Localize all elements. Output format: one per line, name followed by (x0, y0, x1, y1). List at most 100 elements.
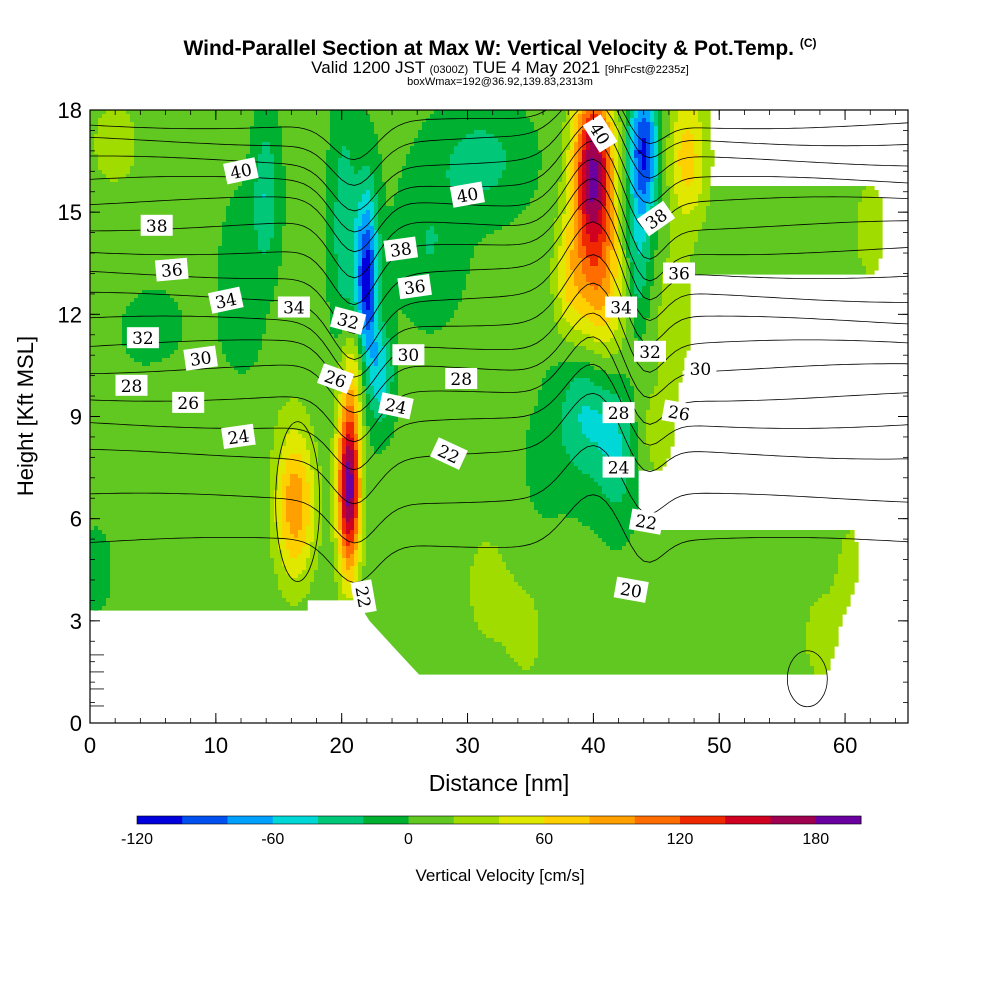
velocity-cell (582, 242, 603, 247)
velocity-cell (618, 318, 627, 323)
velocity-cell (334, 534, 339, 539)
velocity-cell (354, 558, 359, 563)
velocity-cell (614, 182, 619, 187)
velocity-cell (570, 222, 575, 227)
velocity-cell (646, 146, 651, 151)
velocity-cell (618, 142, 623, 147)
velocity-cell (318, 554, 335, 559)
velocity-cell (374, 390, 387, 395)
velocity-cell (310, 518, 315, 523)
velocity-cell (282, 250, 327, 255)
velocity-cell (374, 334, 383, 339)
velocity-cell (90, 242, 223, 247)
velocity-cell (666, 166, 675, 171)
velocity-cell (690, 254, 859, 259)
velocity-cell (654, 202, 659, 207)
velocity-cell (274, 558, 283, 563)
velocity-cell (346, 438, 355, 443)
velocity-cell (566, 514, 639, 519)
velocity-cell (346, 402, 355, 407)
velocity-cell (346, 414, 355, 419)
velocity-cell (630, 162, 635, 167)
velocity-cell (322, 494, 331, 499)
velocity-cell (298, 574, 315, 579)
velocity-cell (614, 142, 619, 147)
velocity-cell (286, 214, 327, 219)
velocity-cell (650, 198, 655, 203)
velocity-cell (362, 414, 367, 419)
velocity-cell (858, 234, 883, 239)
velocity-cell (326, 218, 335, 223)
velocity-cell (566, 114, 571, 119)
velocity-cell (366, 538, 603, 543)
velocity-cell (842, 538, 855, 543)
velocity-cell (370, 374, 387, 379)
velocity-cell (558, 282, 567, 287)
velocity-cell (286, 442, 307, 447)
theta-label-text: 40 (455, 184, 480, 207)
theta-label-box (221, 423, 256, 450)
velocity-cell (582, 410, 599, 415)
velocity-cell (346, 362, 359, 367)
velocity-cell (362, 382, 367, 387)
velocity-cell (346, 470, 351, 475)
velocity-cell (598, 442, 623, 447)
velocity-cell (362, 538, 367, 543)
velocity-cell (362, 378, 367, 383)
velocity-cell (254, 222, 275, 227)
velocity-cell (698, 198, 711, 203)
velocity-cell (366, 326, 371, 331)
velocity-cell (674, 170, 683, 175)
velocity-cell (378, 198, 387, 203)
velocity-cell (362, 358, 367, 363)
velocity-cell (586, 274, 607, 279)
velocity-cell (566, 266, 571, 271)
velocity-cell (618, 134, 623, 139)
velocity-cell (570, 210, 575, 215)
velocity-cell (346, 574, 355, 579)
velocity-cell (574, 462, 611, 467)
velocity-cell (110, 574, 279, 579)
velocity-cell (630, 282, 635, 287)
velocity-cell (626, 194, 631, 199)
velocity-cell (358, 310, 363, 315)
velocity-cell (366, 318, 375, 323)
velocity-cell (382, 158, 407, 163)
velocity-cell (666, 162, 675, 167)
velocity-cell (558, 258, 567, 263)
velocity-cell (302, 478, 307, 483)
velocity-cell (366, 518, 579, 523)
velocity-cell (438, 238, 483, 243)
velocity-cell (334, 506, 339, 511)
velocity-cell (630, 226, 635, 231)
velocity-cell (98, 118, 131, 123)
velocity-cell (658, 146, 663, 151)
velocity-cell (622, 138, 627, 143)
velocity-cell (610, 182, 615, 187)
velocity-cell (346, 566, 351, 571)
velocity-cell (346, 426, 355, 431)
velocity-cell (362, 570, 471, 575)
velocity-cell (634, 290, 643, 295)
velocity-cell (562, 302, 571, 307)
velocity-cell (258, 238, 271, 243)
velocity-cell (606, 194, 611, 199)
velocity-cell (90, 570, 111, 575)
velocity-cell (362, 398, 367, 403)
velocity-cell (90, 330, 123, 335)
velocity-cell (590, 182, 599, 187)
velocity-cell (642, 158, 647, 163)
velocity-cell (90, 274, 219, 279)
velocity-cell (94, 146, 135, 151)
velocity-cell (670, 210, 683, 215)
velocity-cell (554, 218, 563, 223)
velocity-cell (550, 278, 559, 283)
velocity-cell (530, 498, 611, 503)
velocity-cell (342, 518, 347, 523)
velocity-cell (526, 446, 567, 451)
velocity-cell (550, 266, 559, 271)
theta-contour-line (90, 392, 908, 505)
theta-label: 32 (634, 340, 666, 363)
velocity-cell (362, 246, 371, 251)
velocity-cell (614, 118, 619, 123)
